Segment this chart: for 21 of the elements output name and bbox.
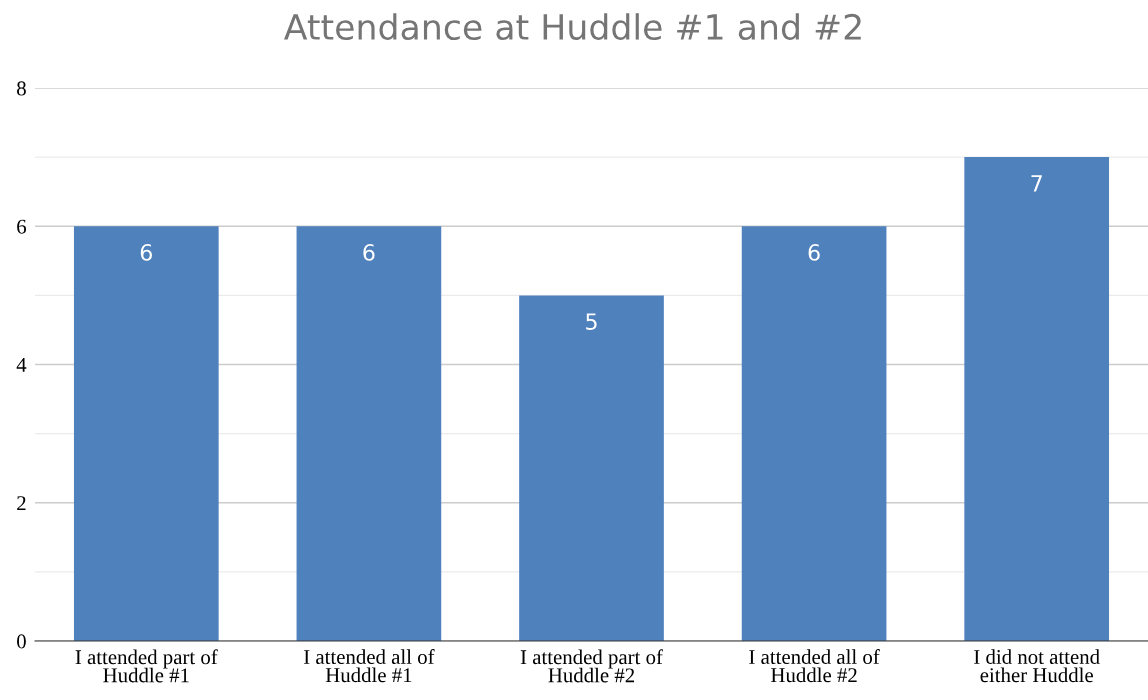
data-label: 6 <box>808 244 820 261</box>
data-label: 5 <box>586 313 597 330</box>
x-tick-label: I attended all of Huddle #2 <box>749 649 880 683</box>
x-tick-label: I attended part of Huddle #2 <box>520 649 663 683</box>
x-tick-label: I did not attend either Huddle <box>974 649 1100 683</box>
x-tick-label: I attended all of Huddle #1 <box>304 649 435 683</box>
x-tick-label: I attended part of Huddle #1 <box>75 649 218 683</box>
y-tick-label: 2 <box>17 496 26 510</box>
bar <box>73 226 219 641</box>
data-label: 7 <box>1031 175 1042 192</box>
y-tick-label: 0 <box>17 634 26 649</box>
chart-title: Attendance at Huddle #1 and #2 <box>284 13 861 41</box>
y-tick-label: 4 <box>16 358 27 372</box>
data-label: 6 <box>140 244 152 261</box>
bar <box>519 295 664 641</box>
bar <box>296 226 442 641</box>
y-tick-label: 8 <box>17 81 26 96</box>
bar <box>964 157 1110 641</box>
y-tick-label: 6 <box>17 219 27 234</box>
bar <box>741 226 887 641</box>
data-label: 6 <box>363 244 375 261</box>
